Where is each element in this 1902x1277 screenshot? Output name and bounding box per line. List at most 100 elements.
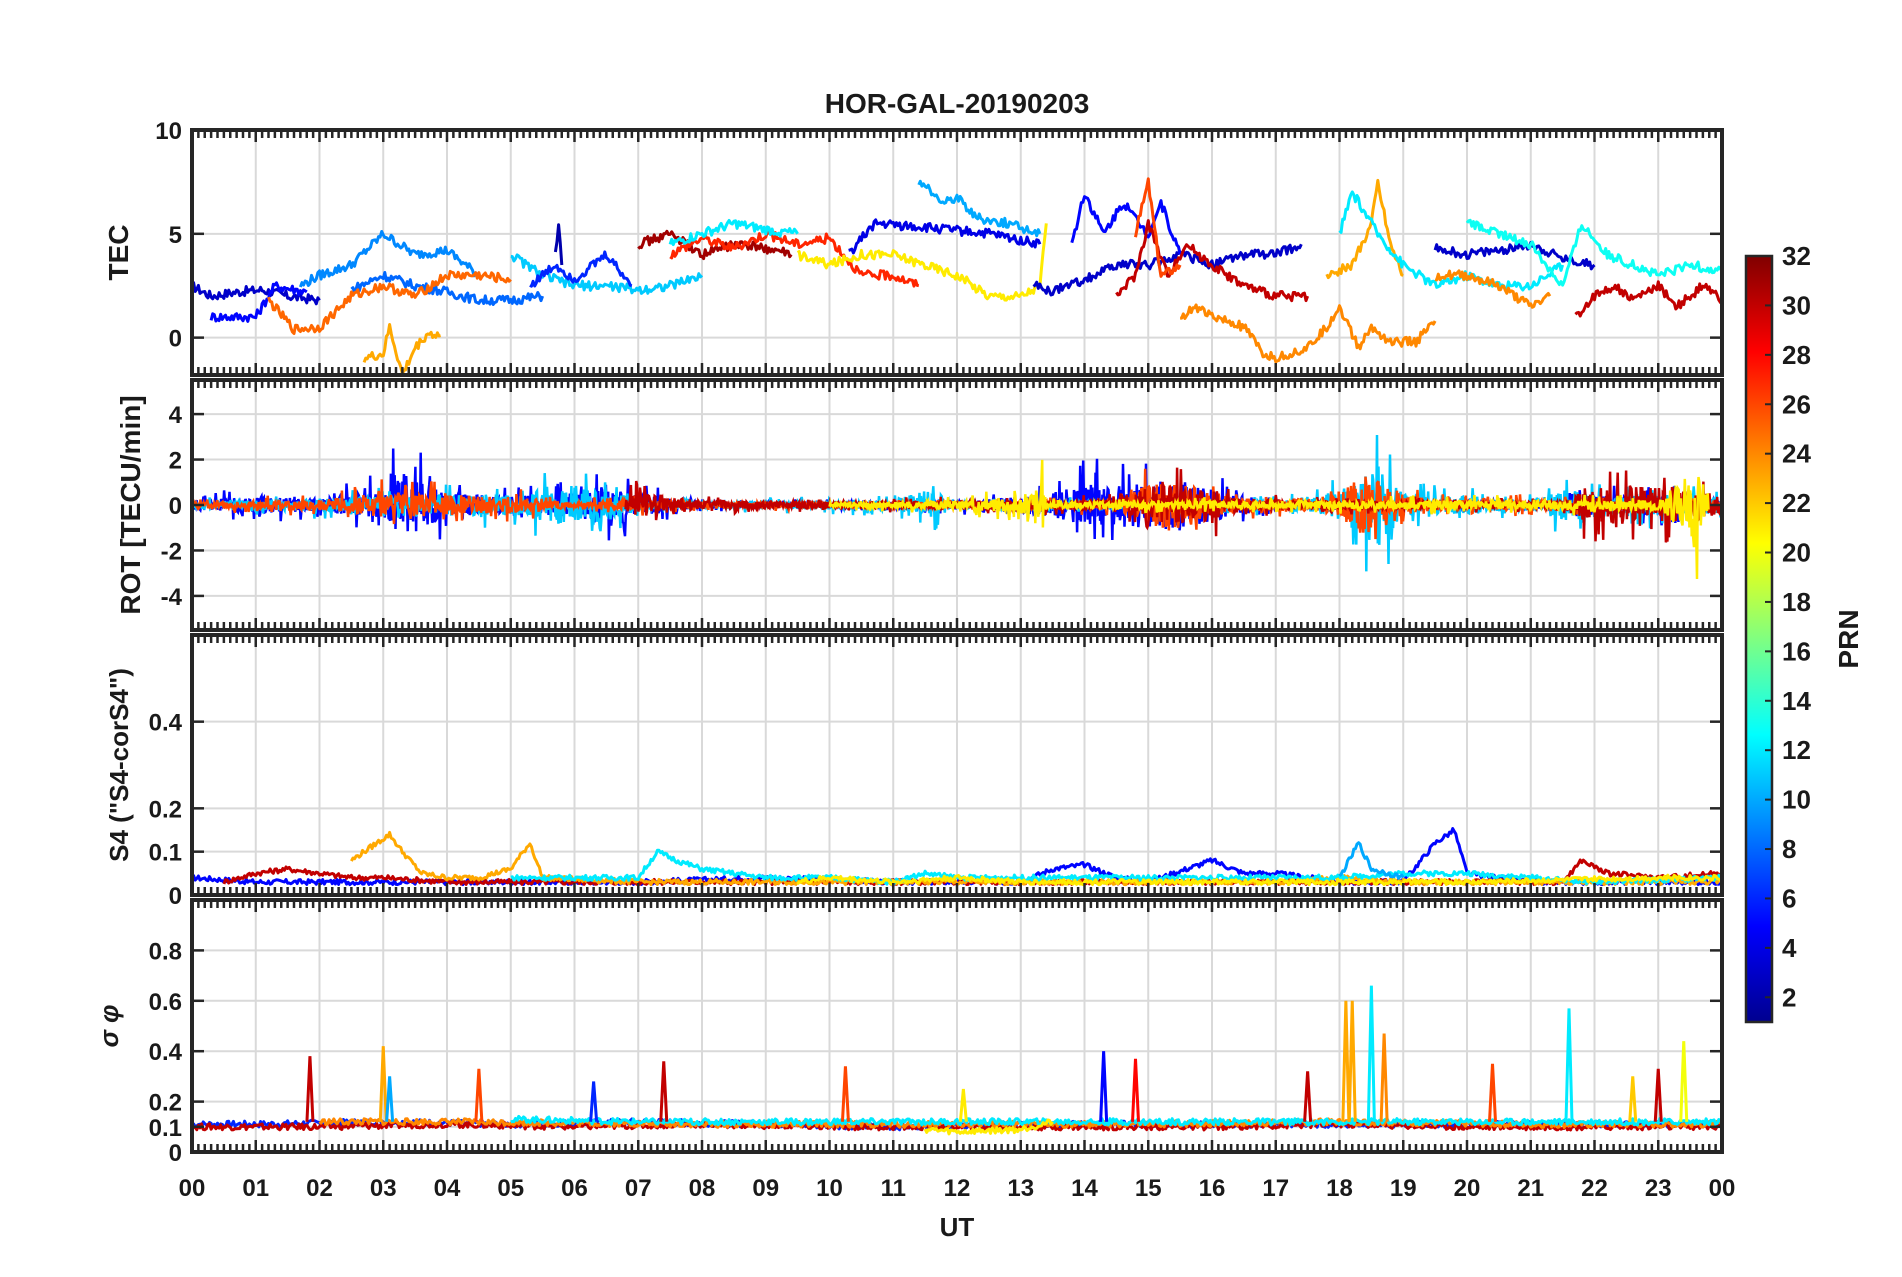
- spike-prn-10: [385, 1076, 395, 1122]
- x-tick-label: 01: [242, 1175, 269, 1202]
- spike-prn-12: [1564, 1008, 1574, 1122]
- y-tick-label: 5: [169, 222, 182, 249]
- series-line-prn-30: [192, 1119, 1722, 1132]
- series-line-prn-3: [1032, 243, 1303, 297]
- spike-prn-21: [958, 1088, 968, 1122]
- colorbar-tick-label: 32: [1782, 241, 1811, 271]
- series-line-prn-27: [669, 230, 920, 288]
- series-line-prn-10: [917, 179, 1042, 238]
- colorbar-tick-label: 18: [1782, 587, 1811, 617]
- panel-tec: 10 5 0 TEC: [103, 118, 1724, 377]
- x-tick-label: 03: [370, 1175, 397, 1202]
- y-tick-label: 0.1: [149, 1115, 182, 1142]
- series-line-prn-3: [1433, 240, 1596, 271]
- y-tick-label: 0.4: [149, 710, 183, 737]
- spike-prn-26: [474, 1068, 484, 1122]
- x-axis-label: UT: [940, 1212, 975, 1242]
- series-line-prn-12: [1338, 190, 1565, 292]
- chart-title: HOR-GAL-20190203: [825, 88, 1090, 119]
- x-tick-label: 06: [561, 1175, 588, 1202]
- series-line-prn-21: [828, 459, 1710, 580]
- series-line-prn-23: [1325, 178, 1404, 280]
- colorbar-tick-label: 10: [1782, 785, 1811, 815]
- colorbar-tick-label: 6: [1782, 883, 1796, 913]
- spike-prn-30: [305, 1056, 315, 1122]
- colorbar: 32 30 28 26 24 22 20 18 16 14 12 10 8 6 4 2 PRN: [1744, 241, 1864, 1024]
- x-tick-label: 09: [752, 1175, 779, 1202]
- spike-prn-30: [1303, 1071, 1313, 1122]
- series-line-prn-12: [510, 848, 1722, 886]
- spike-prn-26: [840, 1066, 850, 1122]
- x-tick-label: 12: [944, 1175, 971, 1202]
- series-line-prn-30: [1574, 280, 1722, 318]
- x-tick-label: 00: [1709, 1175, 1736, 1202]
- x-tick-label: 13: [1007, 1175, 1034, 1202]
- spike-prn-30: [659, 1061, 669, 1122]
- spike-prn-26: [1488, 1063, 1497, 1122]
- y-tick-label: 2: [169, 448, 182, 475]
- series-line-prn-10: [1338, 841, 1405, 880]
- x-tick-label: 11: [881, 1175, 906, 1202]
- x-tick-label: 10: [816, 1175, 843, 1202]
- x-tick-label: 19: [1390, 1175, 1417, 1202]
- panel-axes: 10 5 0 TEC: [103, 118, 1724, 377]
- series-line-prn-2: [553, 223, 564, 266]
- x-tick-label: 08: [689, 1175, 716, 1202]
- x-tick-label: 14: [1071, 1175, 1098, 1202]
- spike-prn-20: [1679, 1041, 1689, 1122]
- series-line-prn-6: [529, 250, 633, 288]
- y-axis-label: TEC: [103, 225, 134, 281]
- x-tick-label: 20: [1454, 1175, 1481, 1202]
- series-line-prn-8: [350, 271, 545, 306]
- spike-prn-30: [1653, 1068, 1663, 1122]
- y-tick-label: 0.2: [149, 1090, 182, 1117]
- plot-area: [192, 985, 1722, 1136]
- y-tick-label: -2: [161, 538, 182, 565]
- colorbar-tick-label: 30: [1782, 290, 1811, 320]
- spike-prn-5: [1099, 1051, 1109, 1122]
- y-tick-label: 0: [169, 326, 182, 353]
- spike-prn-23: [1341, 1000, 1351, 1122]
- colorbar-gradient: [1744, 254, 1774, 1024]
- y-axis-label: ROT [TECU/min]: [115, 395, 146, 614]
- colorbar-tick-label: 8: [1782, 834, 1796, 864]
- colorbar-tick-label: 16: [1782, 636, 1811, 666]
- spike-prn-24: [1379, 1033, 1389, 1122]
- panel-sigma: 0.8 0.6 0.4 0.20.10 σ φ: [94, 898, 1724, 1167]
- y-tick-label: 0.1: [149, 840, 182, 867]
- y-tick-label: 0.4: [149, 1039, 183, 1066]
- y-axis-label: σ φ: [94, 1005, 124, 1048]
- colorbar-tick-label: 24: [1782, 439, 1811, 469]
- y-axis-label: S4 ("S4-corS4"): [104, 668, 134, 862]
- colorbar-tick-label: 28: [1782, 340, 1811, 370]
- spike-prn-6: [589, 1081, 599, 1122]
- colorbar-tick-label: 22: [1782, 488, 1811, 518]
- series-line-prn-25: [267, 269, 512, 335]
- y-tick-label: 0.2: [149, 796, 182, 823]
- colorbar-tick-label: 12: [1782, 735, 1811, 765]
- panel-rot: 4 2 0 -2 -4 ROT [TECU/min]: [115, 378, 1724, 632]
- panel-axes: 4 2 0 -2 -4 ROT [TECU/min]: [115, 378, 1724, 632]
- y-tick-label: 0.8: [149, 938, 182, 965]
- series-line-prn-30: [1115, 219, 1310, 303]
- series-line-prn-5: [209, 281, 308, 323]
- x-tick-label: 00: [179, 1175, 206, 1202]
- x-tick-label: 16: [1199, 1175, 1226, 1202]
- spike-prn-22: [1628, 1076, 1638, 1122]
- series-line-prn-12: [668, 219, 799, 247]
- spike-prn-23: [378, 1046, 388, 1122]
- series-line-prn-31: [637, 229, 793, 261]
- y-tick-label: -4: [161, 584, 183, 611]
- y-tick-label: 4: [169, 402, 183, 429]
- panel-s4: 0.4 0.2 0.1 0 S4 ("S4-corS4"): [104, 633, 1724, 910]
- colorbar-tick-label: 26: [1782, 389, 1811, 419]
- series-line-prn-5: [1070, 195, 1182, 255]
- spike-prn-23: [1347, 1000, 1357, 1122]
- x-tick-label: 07: [625, 1175, 652, 1202]
- series-line-prn-24: [1180, 303, 1437, 364]
- y-tick-label: 0: [169, 493, 182, 520]
- series-line-prn-21: [923, 1118, 1054, 1136]
- series-line-prn-24: [1434, 269, 1552, 309]
